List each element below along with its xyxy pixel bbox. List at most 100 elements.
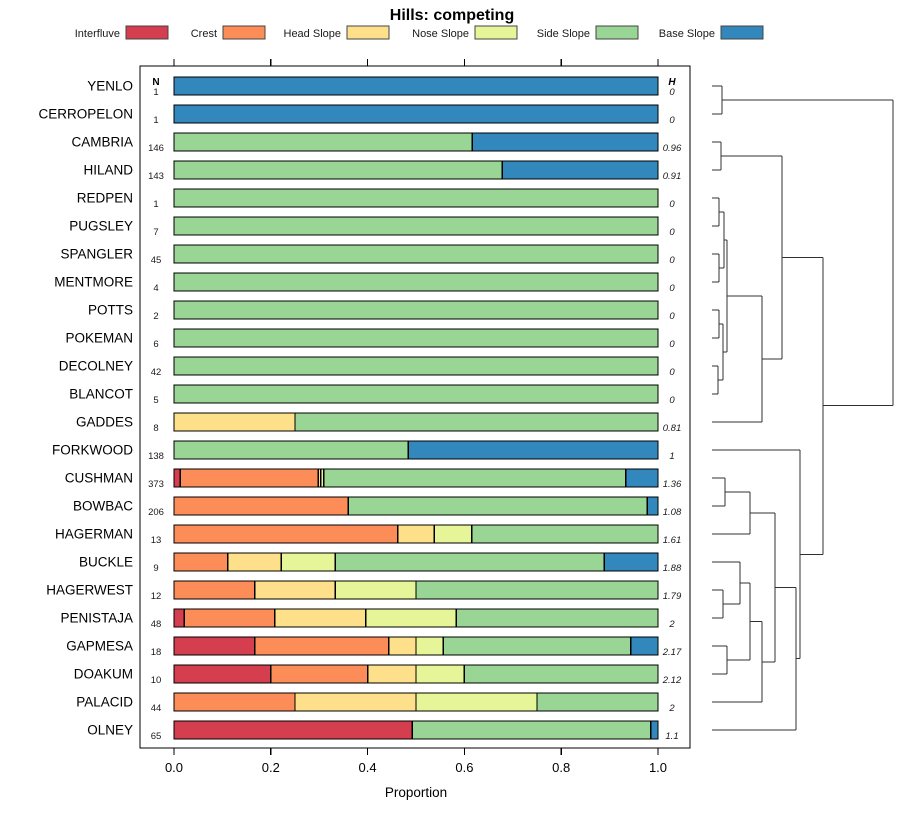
row-label: GADDES (76, 415, 133, 430)
bar-segment-nose (364, 608, 457, 628)
h-value: 0.81 (663, 423, 682, 434)
n-value: 146 (148, 143, 164, 154)
h-column-header: H (668, 77, 676, 88)
row-label: PALACID (76, 695, 133, 710)
bar-segment-head (388, 636, 417, 656)
x-tick-label: 0.0 (165, 760, 183, 775)
bar-segment-base (173, 76, 659, 96)
row-label: PUGSLEY (69, 219, 133, 234)
bar-segment-side (173, 328, 659, 348)
bar-segment-nose (415, 636, 444, 656)
row-label: DECOLNEY (59, 359, 133, 374)
n-value: 1 (153, 199, 158, 210)
n-value: 18 (151, 647, 162, 658)
h-value: 0 (669, 227, 675, 238)
bar-segment-nose (433, 524, 473, 544)
bar-segment-side (173, 216, 659, 236)
n-value: 45 (151, 255, 162, 266)
n-value: 65 (151, 731, 162, 742)
bar-segment-side (173, 440, 409, 460)
n-value: 143 (148, 171, 164, 182)
plot-box (139, 65, 691, 749)
x-tick-label: 0.8 (552, 760, 570, 775)
h-value: 0.96 (663, 143, 682, 154)
chart-title: Hills: competing (390, 7, 514, 24)
n-value: 5 (153, 395, 158, 406)
n-column-header: N (152, 77, 159, 88)
bar-segment-nose (334, 580, 417, 600)
row-label: CUSHMAN (65, 471, 133, 486)
legend-label: Interfluve (75, 28, 120, 40)
h-value: 2.12 (662, 675, 682, 686)
legend-swatch-side (595, 25, 639, 40)
row-label: YENLO (87, 79, 133, 94)
bar-segment-head (366, 664, 417, 684)
n-value: 10 (151, 675, 162, 686)
row-label: GAPMESA (66, 639, 133, 654)
bar-segment-head (227, 552, 283, 572)
bar-segment-side (173, 384, 659, 404)
legend-label: Base Slope (659, 28, 715, 40)
bar-segment-nose (415, 692, 538, 712)
bar-segment-crest (173, 496, 349, 516)
bar-segment-side (294, 412, 659, 432)
bar-segment-interfluve (173, 636, 256, 656)
row-label: OLNEY (87, 723, 133, 738)
legend-label: Side Slope (537, 28, 590, 40)
bar-segment-side (442, 636, 632, 656)
bar-segment-head (173, 412, 296, 432)
n-value: 44 (151, 703, 162, 714)
bar-segment-head (396, 524, 436, 544)
row-label: PENISTAJA (60, 611, 133, 626)
n-value: 138 (148, 451, 164, 462)
legend-swatch-nose (474, 25, 518, 40)
bar-segment-base (646, 496, 659, 516)
n-value: 7 (153, 227, 158, 238)
bar-segment-side (411, 720, 652, 740)
h-value: 1.79 (663, 591, 682, 602)
bar-segment-head (273, 608, 367, 628)
bar-segment-side (470, 524, 659, 544)
row-label: HILAND (83, 163, 133, 178)
bar-segment-base (630, 636, 659, 656)
n-value: 1 (153, 87, 158, 98)
row-label: POTTS (88, 303, 133, 318)
legend-label: Nose Slope (412, 28, 469, 40)
bar-segment-interfluve (173, 608, 185, 628)
n-value: 6 (153, 339, 158, 350)
h-value: 0 (669, 199, 675, 210)
h-value: 2.17 (662, 647, 682, 658)
bar-segment-crest (173, 524, 399, 544)
row-label: MENTMORE (54, 275, 133, 290)
bar-segment-side (173, 300, 659, 320)
h-value: 0 (669, 311, 675, 322)
n-value: 4 (153, 283, 158, 294)
bar-segment-nose (280, 552, 336, 572)
bar-segment-crest (254, 636, 390, 656)
bar-segment-side (173, 356, 659, 376)
h-value: 0 (669, 395, 675, 406)
row-label: CAMBRIA (71, 135, 133, 150)
row-label: BLANCOT (69, 387, 133, 402)
bar-segment-head (254, 580, 336, 600)
n-value: 42 (151, 367, 162, 378)
bar-segment-crest (183, 608, 276, 628)
bar-segment-head (294, 692, 417, 712)
bar-segment-base (407, 440, 659, 460)
bar-segment-interfluve (173, 468, 181, 488)
bar-segment-side (415, 580, 659, 600)
bar-segment-nose (415, 664, 466, 684)
h-value: 0 (669, 283, 675, 294)
row-label: REDPEN (77, 191, 133, 206)
row-label: DOAKUM (74, 667, 133, 682)
h-value: 0 (669, 87, 675, 98)
bar-segment-base (603, 552, 659, 572)
h-value: 1.1 (665, 731, 678, 742)
bar-segment-side (347, 496, 649, 516)
legend-swatch-head (346, 25, 390, 40)
h-value: 1 (669, 451, 674, 462)
x-tick-label: 1.0 (649, 760, 667, 775)
bar-segment-base (624, 468, 659, 488)
